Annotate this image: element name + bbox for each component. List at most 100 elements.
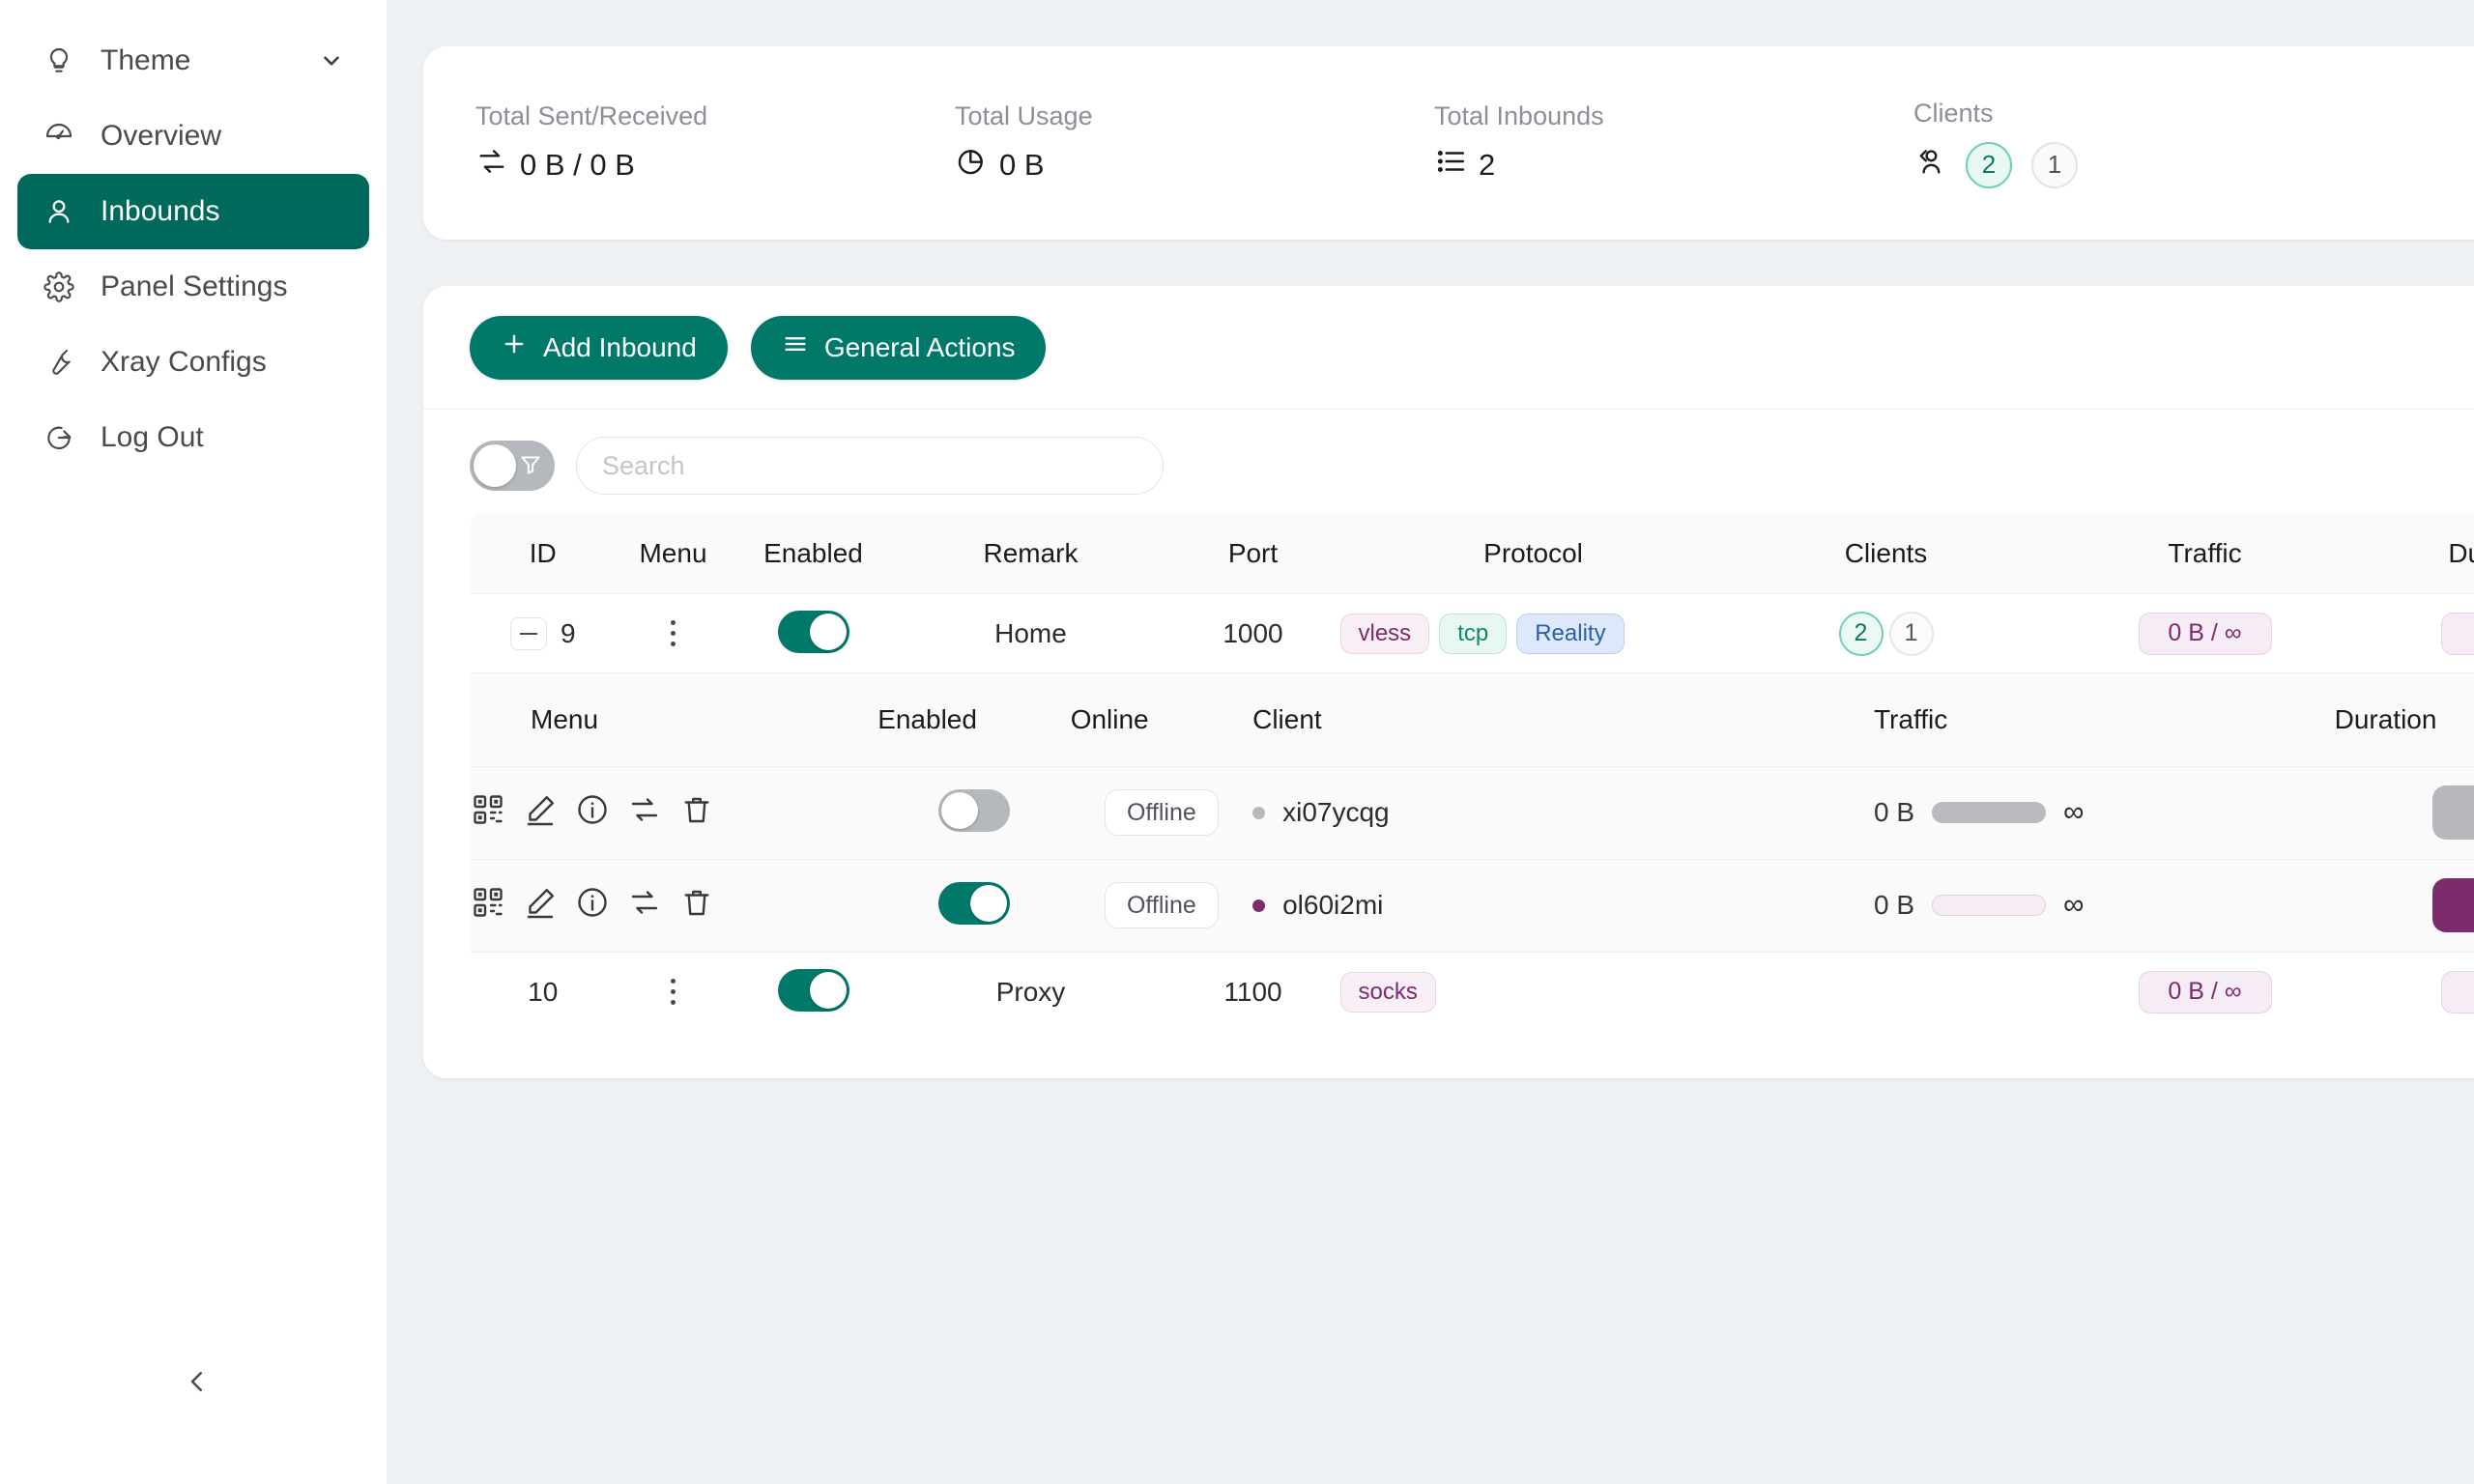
cell-duration: ∞ <box>2364 593 2474 673</box>
duration-badge: ∞ <box>2441 612 2474 655</box>
sidebar-item-inbounds[interactable]: Inbounds <box>17 174 369 249</box>
duration-badge: ∞ <box>2431 878 2474 933</box>
stat-label: Total Usage <box>955 100 1093 130</box>
cell-enabled <box>731 952 896 1031</box>
col-header-menu[interactable]: Menu <box>615 513 732 594</box>
table-row[interactable]: 10 Proxy 1100 <box>471 952 2474 1031</box>
sidebar-item-label: Overview <box>101 120 222 152</box>
trash-icon[interactable] <box>679 792 714 834</box>
row-id: 10 <box>528 976 559 1007</box>
stat-value: 2 <box>1479 147 1496 182</box>
sidebar-item-overview[interactable]: Overview <box>17 99 369 174</box>
cell-client-duration: ∞ <box>2334 858 2474 952</box>
clients-total-badge: 1 <box>1888 611 1934 656</box>
protocol-chip: Reality <box>1516 613 1625 654</box>
protocol-chip: socks <box>1339 971 1436 1013</box>
cell-protocol: vless tcp Reality <box>1339 593 1727 673</box>
col-header-id[interactable]: ID <box>471 513 616 594</box>
row-enabled-toggle[interactable] <box>777 968 849 1012</box>
plus-icon <box>501 330 528 364</box>
info-icon[interactable] <box>575 885 610 927</box>
stat-value: 0 B <box>999 147 1045 182</box>
col-header-remark[interactable]: Remark <box>895 513 1166 594</box>
cell-client-menu <box>471 858 878 952</box>
toggle-knob <box>474 444 516 487</box>
cell-port: 1100 <box>1165 952 1340 1031</box>
filter-toggle[interactable] <box>470 441 555 491</box>
chevron-down-icon[interactable] <box>319 48 344 73</box>
traffic-used: 0 B <box>1873 797 1915 827</box>
menu-icon <box>782 330 809 364</box>
row-menu-button[interactable] <box>616 979 732 1005</box>
col-header-port[interactable]: Port <box>1165 513 1340 594</box>
traffic-used: 0 B <box>1873 890 1915 921</box>
sidebar-item-theme[interactable]: Theme <box>17 23 369 99</box>
sidebar-collapse-button[interactable] <box>170 1355 224 1409</box>
pencil-icon[interactable] <box>523 885 558 927</box>
col-header-sub-duration: Duration <box>2334 673 2474 766</box>
sidebar-item-panel-settings[interactable]: Panel Settings <box>17 249 369 325</box>
status-dot <box>1252 899 1266 912</box>
traffic-progress-bar <box>1932 802 2047 823</box>
info-icon[interactable] <box>575 792 610 834</box>
cell-client-online: Offline <box>1070 858 1253 952</box>
cell-id: 9 <box>471 593 616 673</box>
inbounds-table-body: 9 Home 1000 <box>471 593 2474 1031</box>
row-enabled-toggle[interactable] <box>777 610 849 653</box>
traffic-badge: 0 B / ∞ <box>2138 970 2272 1013</box>
sidebar-item-label: Xray Configs <box>101 346 267 378</box>
stat-total-usage: Total Usage 0 B <box>955 101 1434 186</box>
cell-remark: Proxy <box>895 952 1166 1031</box>
cell-client-enabled <box>877 765 1071 859</box>
reset-icon[interactable] <box>627 792 662 834</box>
stat-clients: Clients 2 1 <box>1913 99 2300 188</box>
col-header-clients[interactable]: Clients <box>1726 513 2046 594</box>
list-item[interactable]: Offline ol60i2mi <box>471 858 2474 952</box>
list-icon <box>1434 145 1467 186</box>
main-content: Total Sent/Received 0 B / 0 B Total Usag… <box>387 0 2474 1484</box>
cell-client-menu <box>471 765 878 859</box>
trash-icon[interactable] <box>679 885 714 927</box>
stats-card: Total Sent/Received 0 B / 0 B Total Usag… <box>423 46 2474 240</box>
stat-value-row: 0 B <box>955 145 1434 186</box>
cell-client-traffic: 0 B ∞ <box>1873 858 2335 952</box>
traffic-progress-bar <box>1932 895 2047 917</box>
col-header-enabled[interactable]: Enabled <box>731 513 896 594</box>
stat-label: Total Sent/Received <box>475 100 708 130</box>
col-header-duration[interactable]: Duration <box>2364 513 2474 594</box>
col-header-protocol[interactable]: Protocol <box>1339 513 1727 594</box>
table-row-expanded-panel: Menu Enabled Online Client Traffic Durat… <box>471 672 2474 953</box>
cell-enabled <box>731 593 896 673</box>
subtable-header-row: Menu Enabled Online Client Traffic Durat… <box>471 673 2474 766</box>
sidebar-item-label: Inbounds <box>101 195 220 227</box>
pencil-icon[interactable] <box>523 792 558 834</box>
general-actions-button[interactable]: General Actions <box>750 315 1047 380</box>
sidebar: Theme Overview Inbounds <box>0 0 387 1484</box>
gear-icon <box>43 271 75 303</box>
traffic-total: ∞ <box>2063 889 2085 922</box>
search-input[interactable] <box>576 437 1164 495</box>
cell-traffic: 0 B / ∞ <box>2045 952 2365 1031</box>
sidebar-item-xray-configs[interactable]: Xray Configs <box>17 325 369 400</box>
col-header-sub-enabled: Enabled <box>877 673 1071 766</box>
clients-online-badge: 2 <box>1838 611 1884 656</box>
client-enabled-toggle[interactable] <box>937 882 1010 926</box>
sidebar-item-label: Theme <box>101 44 191 76</box>
clients-online-badge: 2 <box>1966 141 2012 188</box>
clients-subtable-head: Menu Enabled Online Client Traffic Durat… <box>471 673 2474 766</box>
qrcode-icon[interactable] <box>471 792 505 834</box>
sidebar-item-log-out[interactable]: Log Out <box>17 400 369 475</box>
list-item[interactable]: Offline xi07ycqg <box>471 765 2474 859</box>
col-header-sub-online: Online <box>1070 673 1253 766</box>
filter-icon <box>518 452 543 482</box>
add-inbound-button[interactable]: Add Inbound <box>470 315 728 380</box>
collapse-row-button[interactable] <box>509 616 547 650</box>
client-enabled-toggle[interactable] <box>937 789 1010 832</box>
table-row[interactable]: 9 Home 1000 <box>471 593 2474 673</box>
row-menu-button[interactable] <box>616 620 732 646</box>
clients-subtable-cell: Menu Enabled Online Client Traffic Durat… <box>471 672 2474 953</box>
reset-icon[interactable] <box>627 885 662 927</box>
col-header-traffic[interactable]: Traffic <box>2045 513 2365 594</box>
qrcode-icon[interactable] <box>471 885 505 927</box>
